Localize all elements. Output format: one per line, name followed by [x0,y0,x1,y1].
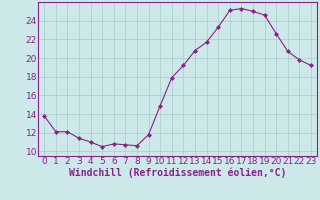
X-axis label: Windchill (Refroidissement éolien,°C): Windchill (Refroidissement éolien,°C) [69,168,286,178]
